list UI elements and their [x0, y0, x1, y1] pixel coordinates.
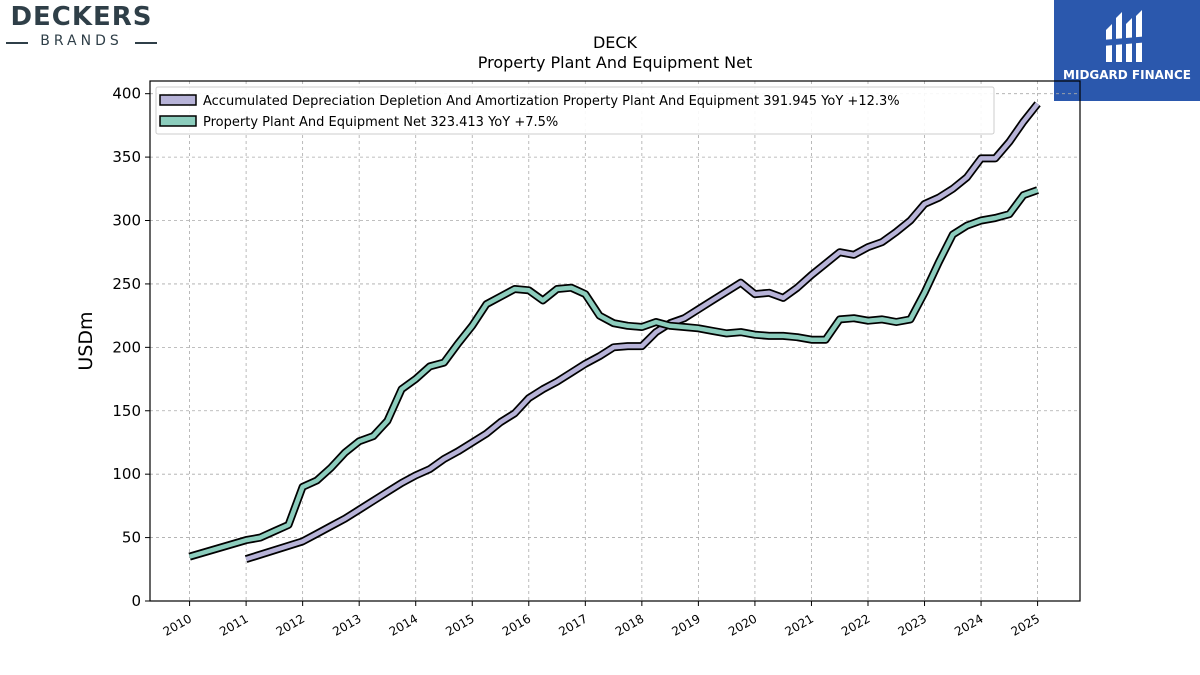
x-tick-label: 2024	[952, 611, 985, 638]
deckers-logo-rule-left	[6, 42, 28, 44]
series-line-ppe-net-fill	[188, 187, 1039, 559]
x-axis-ticks: 2010 2011 2012 2013 2014 2015 2016 2017 2018 2019…	[161, 601, 1042, 639]
y-tick-label: 250	[112, 275, 141, 293]
y-tick-label: 350	[112, 148, 141, 166]
deckers-logo-rule-right	[135, 42, 157, 44]
y-tick-label: 0	[131, 592, 141, 610]
x-tick-label: 2023	[896, 611, 929, 638]
legend-entry-accumulated-depreciation: Accumulated Depreciation Depletion And A…	[159, 94, 900, 109]
x-tick-label: 2013	[330, 611, 363, 638]
legend-entry-ppe-net: Property Plant And Equipment Net 323.413…	[159, 115, 558, 130]
chart-title: DECK	[592, 33, 638, 52]
x-tick-label: 2017	[556, 611, 589, 638]
x-tick-label: 2021	[783, 611, 816, 638]
y-tick-label: 300	[112, 212, 141, 230]
series-line-ppe-net-outline	[188, 186, 1039, 561]
legend-box	[155, 86, 995, 135]
legend-swatch	[159, 115, 197, 127]
deckers-logo-name: DECKERS	[10, 2, 153, 32]
y-tick-label: 50	[122, 529, 141, 547]
x-tick-label: 2016	[500, 611, 533, 638]
series-line-ppe-net	[188, 186, 1039, 561]
x-tick-label: 2022	[839, 611, 872, 638]
x-tick-label: 2010	[161, 611, 194, 638]
y-tick-label: 200	[112, 338, 141, 356]
legend: Accumulated Depreciation Depletion And A…	[155, 86, 995, 135]
series-lines	[188, 101, 1041, 563]
y-tick-label: 100	[112, 465, 141, 483]
midgard-logo-name: MIDGARD FINANCE	[1063, 68, 1191, 82]
x-tick-label: 2011	[217, 611, 250, 638]
legend-swatch	[159, 94, 197, 106]
midgard-finance-logo: MIDGARD FINANCE	[1054, 0, 1200, 101]
x-tick-label: 2020	[726, 611, 759, 638]
y-tick-label: 150	[112, 402, 141, 420]
y-tick-label: 400	[112, 85, 141, 103]
x-tick-label: 2014	[387, 611, 420, 638]
x-tick-label: 2019	[669, 611, 702, 638]
legend-label: Property Plant And Equipment Net 323.413…	[203, 115, 558, 130]
grid	[150, 81, 1080, 602]
plot-frame	[149, 80, 1081, 602]
deckers-logo-sub: BRANDS	[40, 33, 123, 49]
x-tick-label: 2012	[274, 611, 307, 638]
chart-subtitle: Property Plant And Equipment Net	[477, 53, 753, 72]
y-axis-ticks: 0 50 100 150 200 250 300 350 400	[112, 85, 150, 610]
deckers-brands-logo: DECKERS BRANDS	[4, 2, 159, 52]
y-axis-label: USDm	[75, 311, 97, 370]
x-tick-label: 2025	[1009, 611, 1042, 638]
x-tick-label: 2015	[443, 611, 476, 638]
x-tick-label: 2018	[613, 611, 646, 638]
midgard-mark-icon	[1102, 10, 1150, 62]
legend-label: Accumulated Depreciation Depletion And A…	[203, 94, 900, 109]
